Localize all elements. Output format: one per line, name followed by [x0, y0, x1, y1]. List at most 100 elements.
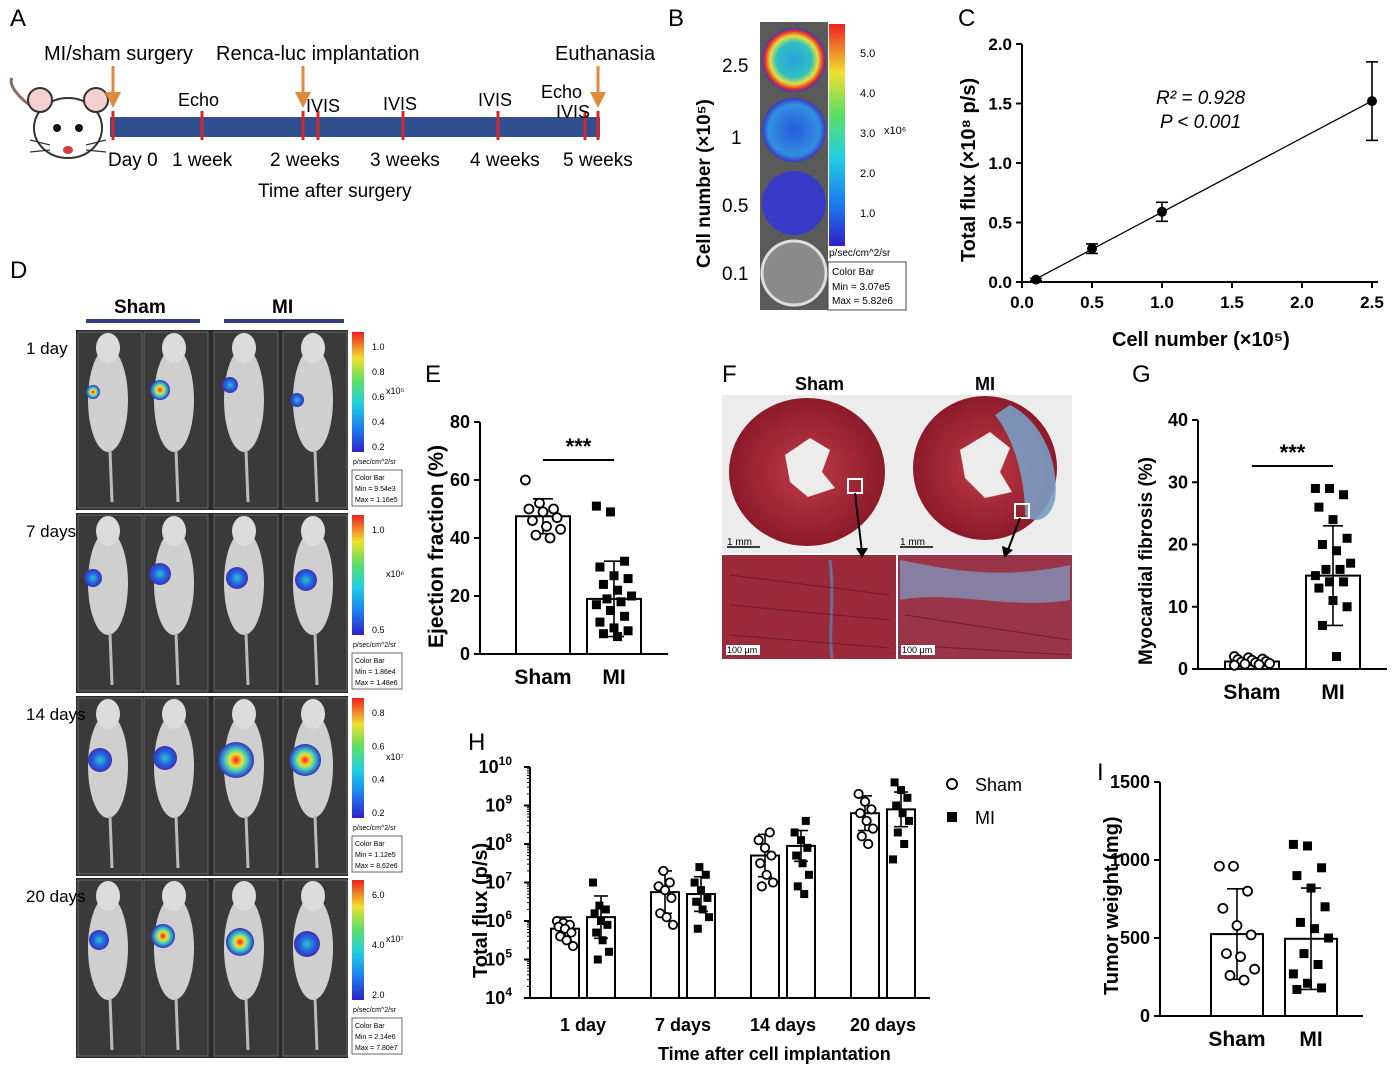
chart-e-xtick-label: Sham [514, 666, 571, 689]
panel-d-unit: p/sec/cm^2/sr [353, 825, 397, 832]
panel-d-mouse-head [232, 699, 256, 729]
panel-d-day-label: 14 days [26, 705, 86, 724]
chart-e-point-mi [609, 571, 619, 581]
tick-5weeks: 5 weeks [563, 150, 633, 171]
panel-b-scale-1: 1.0 [860, 208, 875, 220]
chart-h-point-mi [898, 809, 907, 818]
well-1 [762, 98, 826, 162]
chart-c-point [1157, 206, 1167, 217]
panel-d-mouse-head [162, 333, 186, 363]
chart-h-point-sham [866, 804, 877, 815]
chart-i-point-mi [1320, 902, 1330, 912]
legend-mi-marker [947, 812, 957, 822]
chart-e-ytick-label: 60 [450, 470, 470, 490]
panel-b-scale-4: 4.0 [860, 88, 875, 100]
panel-d-luminescence-spot [88, 748, 112, 772]
chart-c-ytick-label: 0.0 [988, 273, 1012, 292]
chart-c-ytick-label: 2.0 [988, 35, 1012, 54]
chart-e-point-mi [613, 632, 623, 642]
chart-h-point-sham [667, 919, 679, 930]
chart-h-point-sham [753, 835, 764, 846]
chart-h-ytick-exponent: 10 [499, 754, 513, 768]
chart-i-point-mi [1292, 984, 1302, 994]
panel-d-colorbar-box [351, 652, 403, 690]
chart-h-point-mi [790, 828, 799, 837]
panel-d-mouse-tail [174, 997, 180, 1051]
chart-h-ytick-exponent: 9 [505, 793, 512, 807]
chart-h-point-mi [892, 801, 901, 810]
chart-h-point-mi [905, 816, 913, 825]
panel-g: G Myocardial fibrosis (%) 0 10 20 30 40 Sham M… [1132, 361, 1387, 704]
chart-h-ytick-exponent: 8 [505, 831, 512, 845]
chart-e-point-sham [520, 474, 531, 486]
marker-ivis-4w: IVIS [478, 90, 512, 110]
chart-g-point-mi [1335, 564, 1345, 574]
chart-i-ytick-label: 1500 [1110, 772, 1150, 792]
panel-f-scale-sham-top: 1 mm [727, 537, 752, 548]
chart-e-point-mi [591, 501, 601, 511]
chart-g-point-mi [1339, 577, 1349, 587]
chart-g-point-sham [1253, 659, 1265, 671]
chart-i-point-mi [1295, 917, 1305, 927]
panel-d-colorbar-title: Color Bar [355, 1023, 385, 1030]
chart-h-ytick-label: 105 [485, 947, 512, 970]
chart-c-ylabel: Total flux (×10⁸ p/s) [958, 78, 980, 262]
chart-i-point-sham [1235, 951, 1246, 963]
chart-e-point-mi [595, 562, 605, 572]
chart-h-point-mi [703, 893, 712, 902]
chart-c-ytick-label: 1.0 [988, 154, 1012, 173]
chart-c-point [1087, 243, 1097, 254]
chart-g-point-mi [1339, 490, 1349, 500]
chart-i-point-mi [1288, 969, 1298, 979]
chart-h-ytick-label: 107 [485, 870, 512, 893]
panel-d-colorbar-title: Color Bar [355, 841, 385, 848]
chart-h-ytick-label: 106 [485, 908, 512, 931]
panel-b-row-0-1: 0.1 [722, 264, 748, 285]
panel-d-mouse-head [96, 333, 120, 363]
chart-e-ytick-label: 0 [460, 644, 470, 664]
panel-d-mouse-tail [244, 997, 250, 1051]
chart-h-xlabel: Time after cell implantation [658, 1044, 891, 1064]
panel-d-colorbar-tick: 0.4 [372, 775, 385, 785]
panel-d-colorbar [352, 880, 364, 1000]
chart-g-point-mi [1310, 571, 1320, 581]
chart-g-point-mi [1328, 515, 1338, 525]
chart-g-point-mi [1332, 652, 1342, 662]
panel-d-mouse-tail [174, 815, 180, 869]
panel-b-scale-3: 3.0 [860, 128, 875, 140]
panel-d-luminescence-spot [153, 746, 177, 770]
chart-c-xtick-label: 0.5 [1080, 293, 1104, 312]
scale-bg-mi [901, 645, 935, 655]
chart-c-ytick-label: 0.5 [988, 214, 1012, 233]
chart-h-point-mi [805, 870, 813, 879]
marker-echo-1: Echo [178, 90, 219, 110]
chart-h-point-mi [903, 793, 912, 802]
chart-h-point-mi [797, 836, 805, 845]
panel-b-colorbar-title: Color Bar [832, 267, 875, 278]
panel-b-scale-2: 2.0 [860, 168, 875, 180]
timeline-bar [110, 117, 600, 137]
chart-g-point-mi [1314, 502, 1324, 512]
chart-h-xtick-label: 20 days [850, 1015, 916, 1035]
panel-d-luminescence-spot [149, 563, 171, 585]
chart-e-point-mi [605, 507, 615, 517]
panel-d-luminescence-spot [86, 385, 100, 399]
chart-h-point-sham [761, 869, 772, 880]
panel-d-mouse-body [154, 714, 194, 818]
chart-i-point-mi [1299, 949, 1309, 959]
chart-h-point-sham [856, 831, 867, 842]
legend-sham-label: Sham [975, 775, 1022, 795]
marker-echo-5w: Echo [541, 82, 582, 102]
tick-4weeks: 4 weeks [470, 150, 540, 171]
chart-h-point-sham [861, 815, 872, 827]
chart-e-point-sham [544, 532, 556, 544]
chart-h-point-sham [756, 881, 767, 892]
chart-c-ytick-label: 1.5 [988, 95, 1012, 114]
chart-c-xlabel: Cell number (×10⁵) [1112, 329, 1290, 351]
chart-h-ytick-label: 104 [485, 985, 512, 1008]
zoom-arrow-sham [854, 492, 863, 553]
panel-d-colorbar-tick: 0.6 [372, 392, 385, 402]
panel-d-colorbar [352, 332, 364, 452]
chart-h-point-mi [692, 897, 701, 906]
